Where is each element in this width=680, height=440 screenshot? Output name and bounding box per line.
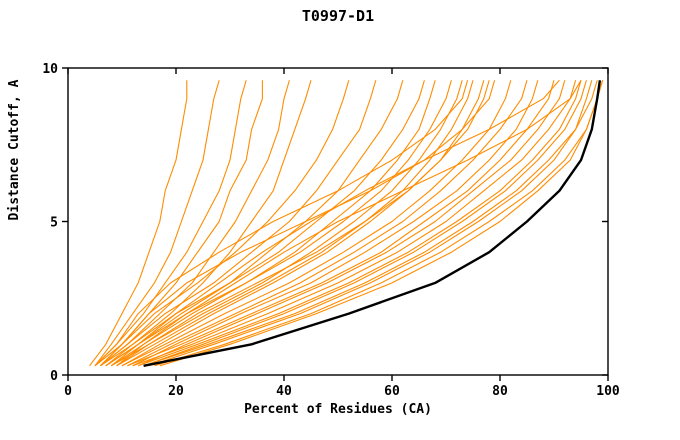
x-axis-label: Percent of Residues (CA) <box>244 402 432 417</box>
prediction-line <box>121 80 485 367</box>
x-tick-label: 0 <box>64 384 72 399</box>
x-tick-label: 40 <box>276 384 292 399</box>
prediction-line <box>100 80 377 367</box>
x-tick-label: 100 <box>596 384 620 399</box>
prediction-line <box>137 80 566 367</box>
axis-layer: 0 20 40 60 80 100 0 5 10 <box>42 62 620 399</box>
prediction-line <box>116 80 490 367</box>
prediction-line <box>110 79 560 367</box>
prediction-line <box>105 80 312 367</box>
prediction-line <box>110 80 436 367</box>
y-tick-label: 10 <box>42 62 58 77</box>
reference-line <box>143 80 602 367</box>
prediction-line <box>110 80 463 367</box>
prediction-line <box>100 80 496 367</box>
prediction-line <box>116 80 474 367</box>
prediction-line <box>121 80 512 367</box>
prediction-line <box>105 80 452 367</box>
prediction-line <box>143 80 593 367</box>
prediction-line <box>143 80 587 367</box>
y-tick-label: 5 <box>50 216 58 231</box>
x-tick-label: 60 <box>384 384 400 399</box>
prediction-line <box>94 80 469 367</box>
prediction-line <box>127 80 555 367</box>
x-tick-label: 80 <box>492 384 508 399</box>
prediction-line <box>100 80 290 367</box>
prediction-line <box>116 80 582 367</box>
prediction-line <box>138 80 582 367</box>
chart-title: T0997-D1 <box>302 7 374 25</box>
prediction-line <box>94 80 247 367</box>
prediction-line <box>94 80 220 367</box>
prediction-line <box>148 80 598 367</box>
series-layer <box>89 79 604 367</box>
y-tick-label: 0 <box>50 369 58 384</box>
y-axis-label: Distance Cutoff, A <box>7 79 22 220</box>
x-tick-label: 20 <box>168 384 184 399</box>
prediction-line <box>132 80 539 367</box>
prediction-line <box>159 80 604 367</box>
prediction-line <box>132 80 577 367</box>
prediction-line <box>94 80 350 367</box>
prediction-line <box>89 80 188 367</box>
prediction-line <box>100 80 425 367</box>
